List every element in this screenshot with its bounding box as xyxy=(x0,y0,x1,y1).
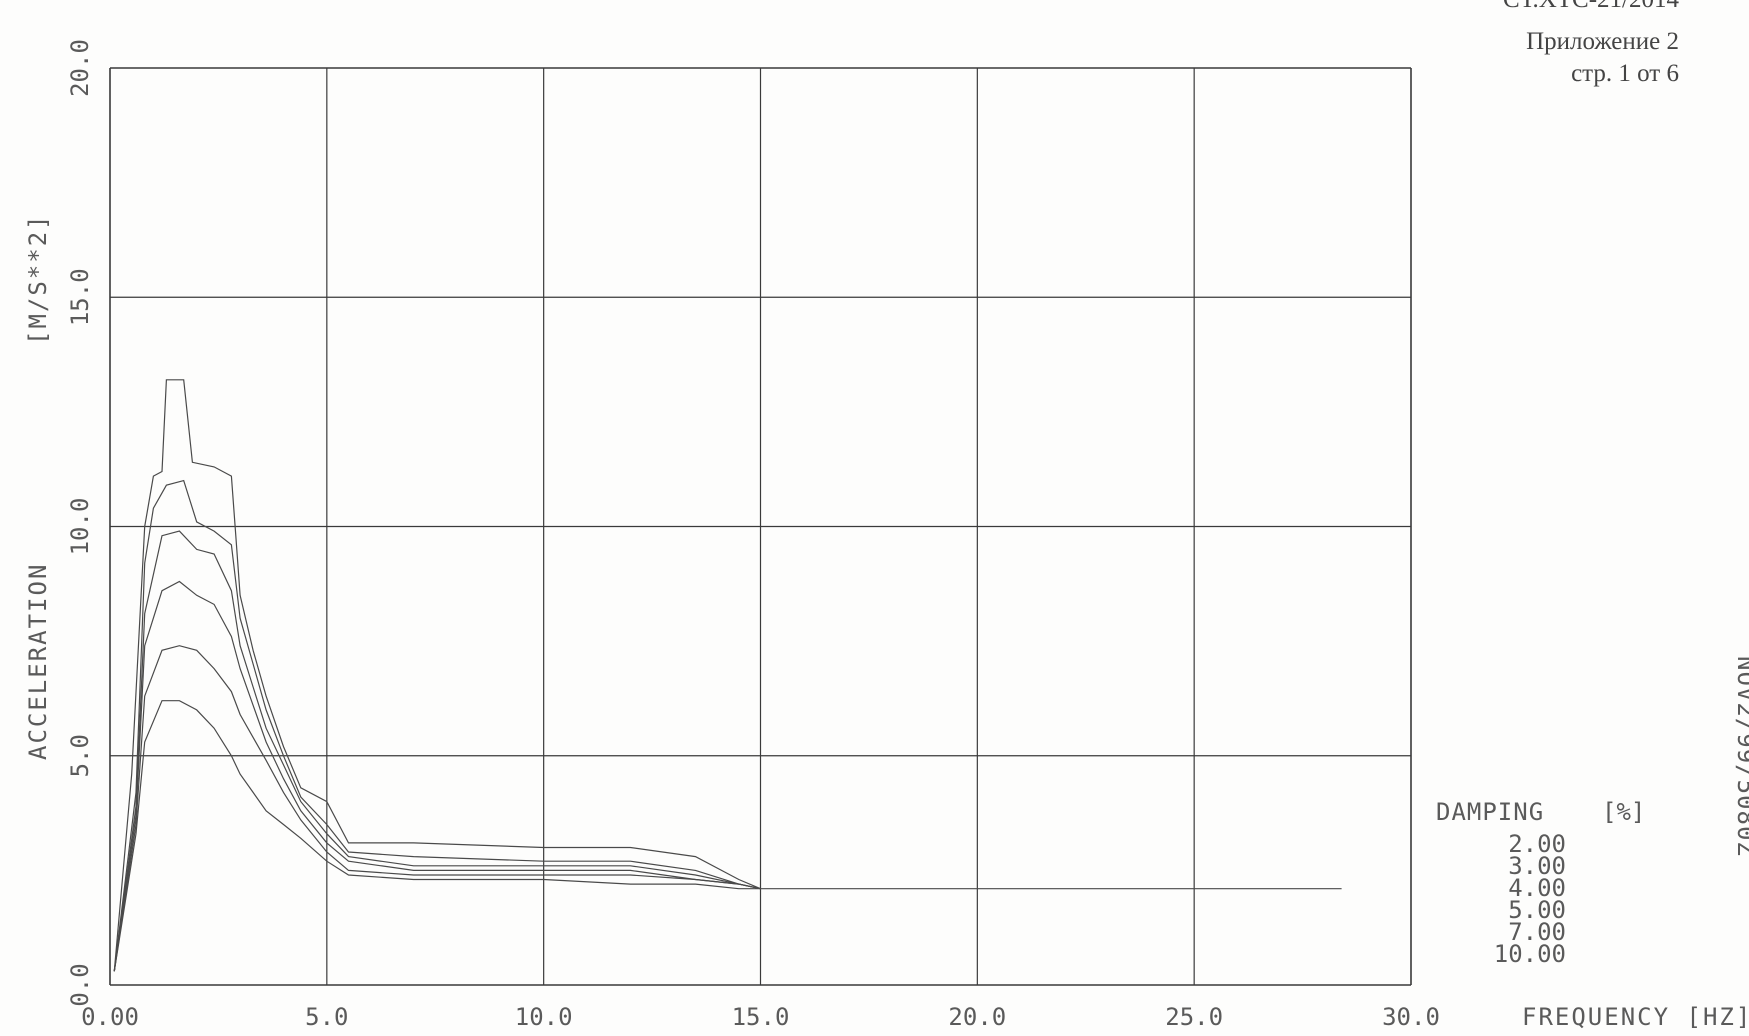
x-tick-label: 20.0 xyxy=(948,1003,1006,1031)
x-tick-label: 25.0 xyxy=(1165,1003,1223,1031)
y-tick-label: 0.0 xyxy=(66,963,94,1006)
legend-item: 2.00 xyxy=(1508,830,1566,858)
x-axis-label: FREQUENCY [HZ] xyxy=(1522,1003,1749,1031)
appendix-label: Приложение 2 xyxy=(1526,28,1679,55)
series-line xyxy=(113,530,761,972)
y-tick-label: 5.0 xyxy=(66,734,94,777)
y-axis-unit: [M/S**2] xyxy=(24,213,52,345)
x-tick-label: 5.0 xyxy=(305,1003,348,1031)
legend-item: 5.00 xyxy=(1508,896,1566,924)
legend-title: DAMPING xyxy=(1436,798,1544,826)
series-line xyxy=(113,645,761,972)
legend-item: 3.00 xyxy=(1508,852,1566,880)
y-axis-ticks: 0.0 5.0 10.0 15.0 20.0 xyxy=(66,39,94,1007)
x-tick-label: 15.0 xyxy=(732,1003,790,1031)
document-code: СТ.ХТС-21/2014 xyxy=(1503,0,1679,14)
x-tick-label: 10.0 xyxy=(515,1003,573,1031)
y-tick-label: 10.0 xyxy=(66,498,94,556)
legend-unit: [%] xyxy=(1602,798,1645,826)
page-number: стр. 1 от 6 xyxy=(1571,60,1679,87)
chart-grid xyxy=(109,67,1412,986)
series-line xyxy=(113,479,761,972)
y-tick-label: 15.0 xyxy=(66,268,94,326)
x-tick-label: 30.0 xyxy=(1382,1003,1440,1031)
y-tick-label: 20.0 xyxy=(66,39,94,97)
y-axis-label: ACCELERATION xyxy=(24,563,52,760)
legend-item: 10.00 xyxy=(1494,940,1566,968)
legend-item: 7.00 xyxy=(1508,918,1566,946)
x-tick-label: 0.00 xyxy=(81,1003,139,1031)
chart-curves xyxy=(113,379,1342,972)
series-line xyxy=(113,700,761,972)
x-axis-ticks: 0.00 5.0 10.0 15.0 20.0 25.0 30.0 xyxy=(81,1003,1440,1031)
legend-item: 4.00 xyxy=(1508,874,1566,902)
series-line xyxy=(113,379,761,972)
side-code: NOV2/99/5080Z xyxy=(1732,656,1749,857)
series-line xyxy=(113,580,761,972)
